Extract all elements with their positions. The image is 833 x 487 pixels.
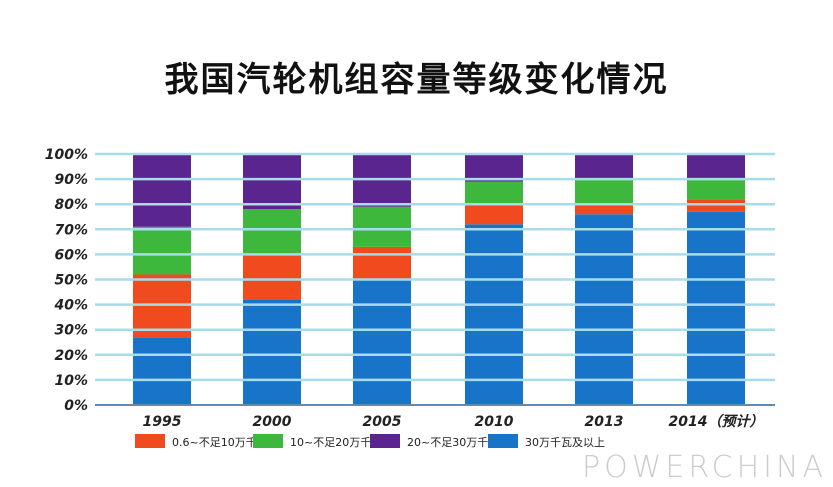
bar-segment	[465, 204, 523, 225]
y-tick-label: 80%	[54, 197, 88, 213]
bar-segment	[353, 246, 411, 280]
y-tick-label: 70%	[54, 222, 88, 238]
bar-segment	[133, 154, 191, 227]
x-tick-label: 2010	[475, 414, 514, 430]
y-tick-label: 0%	[64, 398, 88, 414]
x-tick-label: 2014（预计）	[669, 413, 764, 430]
bar-segment	[575, 179, 633, 205]
bar-segment	[687, 179, 745, 200]
bar-segment	[133, 226, 191, 275]
bar-segment	[465, 181, 523, 205]
y-tick-label: 20%	[54, 348, 88, 364]
bar-segment	[243, 154, 301, 210]
legend-swatch	[370, 434, 400, 448]
chart-title: 我国汽轮机组容量等级变化情况	[164, 60, 669, 100]
bar-segment	[353, 154, 411, 207]
legend-swatch	[135, 434, 165, 448]
legend-swatch	[253, 434, 283, 448]
bar-segment	[687, 211, 745, 405]
watermark: POWERCHINA	[582, 450, 827, 485]
x-tick-label: 2000	[253, 414, 292, 430]
legend-swatch	[488, 434, 518, 448]
y-tick-label: 40%	[53, 298, 88, 314]
bar-segment	[133, 337, 191, 405]
legend-label: 30万千瓦及以上	[525, 436, 605, 449]
bar-segment	[133, 274, 191, 338]
bar-segment	[465, 154, 523, 182]
bar-segment	[353, 279, 411, 405]
y-tick-label: 60%	[54, 247, 88, 263]
bar-segment	[243, 209, 301, 255]
bar-segment	[353, 206, 411, 247]
legend-label: 0.6~不足10万千瓦	[172, 436, 268, 449]
y-tick-label: 100%	[45, 147, 88, 163]
y-tick-label: 10%	[54, 373, 88, 389]
bar-segment	[575, 214, 633, 405]
bar-segment	[575, 154, 633, 180]
y-tick-label: 30%	[54, 323, 88, 339]
bar-segment	[465, 224, 523, 405]
bar-segment	[687, 154, 745, 180]
legend-label: 20~不足30万千瓦	[407, 436, 499, 449]
legend-label: 10~不足20万千瓦	[290, 436, 382, 449]
x-tick-label: 1995	[143, 414, 182, 430]
bar-segment	[687, 199, 745, 212]
bar-segment	[243, 299, 301, 405]
x-tick-label: 2013	[585, 414, 624, 430]
x-tick-label: 2005	[363, 414, 402, 430]
bar-segment	[575, 204, 633, 215]
y-tick-label: 50%	[54, 273, 88, 289]
bar-segment	[243, 254, 301, 300]
y-tick-label: 90%	[54, 172, 88, 188]
